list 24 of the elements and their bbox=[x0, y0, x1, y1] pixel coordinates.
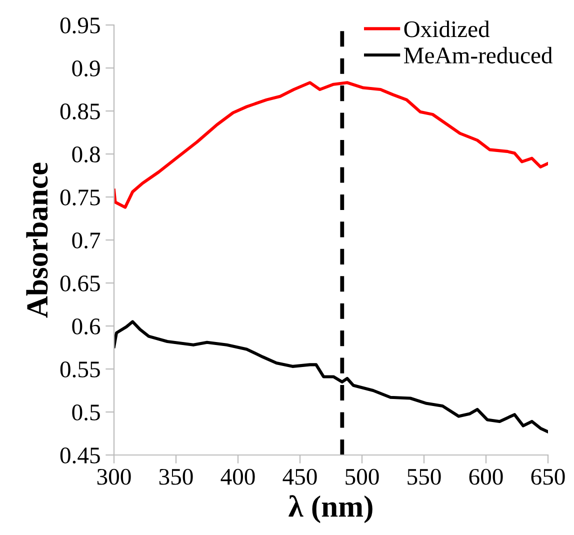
y-tick-label: 0.95 bbox=[60, 17, 100, 34]
legend-label: MeAm-reduced bbox=[404, 46, 552, 64]
y-tick-label: 0.9 bbox=[72, 60, 100, 77]
x-tick-label: 650 bbox=[531, 468, 565, 485]
x-tick-label: 600 bbox=[469, 468, 503, 485]
y-tick-label: 0.8 bbox=[72, 146, 100, 163]
y-tick-label: 0.65 bbox=[60, 275, 100, 292]
y-axis-title: Absorbance bbox=[26, 162, 48, 318]
x-tick-label: 550 bbox=[408, 468, 441, 485]
x-tick-label: 500 bbox=[346, 468, 379, 485]
y-tick-label: 0.7 bbox=[72, 232, 100, 249]
x-tick-label: 350 bbox=[159, 468, 193, 485]
x-tick-label: 400 bbox=[220, 468, 255, 485]
line-series bbox=[114, 81, 548, 209]
y-tick-label: 0.55 bbox=[60, 361, 100, 378]
x-tick-label: 450 bbox=[282, 468, 317, 485]
x-axis-title: λ (nm) bbox=[288, 495, 372, 524]
legend-label: Oxidized bbox=[404, 20, 490, 38]
y-tick-label: 0.85 bbox=[60, 103, 100, 120]
y-tick-label: 0.6 bbox=[72, 318, 100, 335]
y-tick-label: 0.75 bbox=[60, 189, 100, 206]
y-tick-label: 0.45 bbox=[60, 447, 100, 464]
y-tick-label: 0.5 bbox=[72, 404, 100, 421]
x-tick-label: 300 bbox=[97, 468, 131, 485]
